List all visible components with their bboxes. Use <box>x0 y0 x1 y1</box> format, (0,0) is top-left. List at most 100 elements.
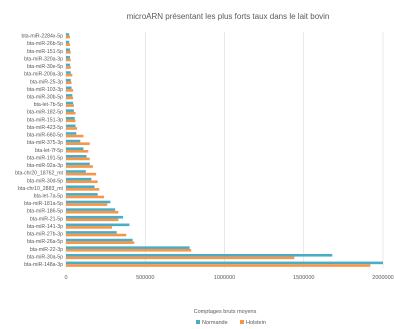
category-label-20: bta-chr10_2883_mt <box>18 186 64 192</box>
bar-holstein-26 <box>66 233 127 237</box>
bar-holstein-8 <box>66 96 74 100</box>
bar-holstein-19 <box>66 180 98 184</box>
legend-swatch-normande <box>196 320 200 324</box>
bar-normande-26 <box>66 231 117 234</box>
bar-holstein-21 <box>66 195 105 199</box>
bar-normande-9 <box>66 101 74 105</box>
category-label-18: bta-chr20_18762_mt <box>15 171 63 177</box>
bar-holstein-1 <box>66 43 70 47</box>
bar-normande-25 <box>66 223 130 227</box>
category-label-11: bta-miR-151-3p <box>27 117 63 123</box>
bar-normande-2 <box>66 48 70 52</box>
x-tick-label-4: 2000000 <box>372 275 393 281</box>
category-label-13: bta-miR-660-5p <box>27 133 63 139</box>
x-tick-label-2: 1000000 <box>214 275 235 281</box>
category-label-5: bta-miR-200a-3p <box>24 72 63 78</box>
bar-holstein-14 <box>66 142 90 145</box>
bar-normande-13 <box>66 132 77 135</box>
bar-normande-19 <box>66 177 92 181</box>
category-label-0: bta-miR-2284x-5p <box>21 34 63 40</box>
bar-holstein-20 <box>66 188 100 191</box>
bar-holstein-2 <box>66 51 71 54</box>
bar-holstein-27 <box>66 241 135 244</box>
bar-holstein-4 <box>66 66 71 69</box>
bar-normande-10 <box>66 109 74 112</box>
x-tick-labels: 0 500000 1000000 1500000 2000000 <box>64 275 393 281</box>
bars <box>66 33 383 267</box>
bar-normande-15 <box>66 147 84 150</box>
category-label-25: bta-miR-141-3p <box>27 224 63 230</box>
bar-normande-24 <box>66 215 124 219</box>
bar-normande-30 <box>66 261 383 265</box>
category-label-28: bta-miR-22-3p <box>30 247 63 253</box>
category-label-24: bta-miR-21-5p <box>30 216 63 222</box>
bar-normande-14 <box>66 139 81 143</box>
bar-normande-5 <box>66 71 71 74</box>
legend-label-normande: Normande <box>202 320 228 326</box>
bar-normande-27 <box>66 238 133 242</box>
bar-holstein-18 <box>66 172 97 176</box>
category-label-9: bta-let-7b-5p <box>34 102 64 108</box>
category-label-30: bta-miR-148a-3p <box>24 262 63 268</box>
x-tick-label-3: 1500000 <box>293 275 314 281</box>
category-label-12: bta-miR-423-5p <box>27 125 63 131</box>
bar-holstein-23 <box>66 210 119 214</box>
bar-normande-17 <box>66 162 90 166</box>
bar-normande-21 <box>66 193 98 196</box>
category-label-10: bta-miR-182-5p <box>27 110 63 116</box>
category-label-1: bta-miR-26b-5p <box>27 41 63 47</box>
bar-normande-12 <box>66 124 76 128</box>
category-label-19: bta-miR-30d-5p <box>27 178 63 184</box>
bar-holstein-28 <box>66 248 192 252</box>
bar-normande-29 <box>66 253 333 257</box>
category-label-7: bta-miR-103-3p <box>27 87 63 93</box>
bar-holstein-3 <box>66 58 71 62</box>
bar-holstein-22 <box>66 203 108 206</box>
bar-holstein-15 <box>66 150 89 153</box>
bar-normande-28 <box>66 246 190 249</box>
bar-holstein-9 <box>66 104 74 107</box>
bar-normande-16 <box>66 155 87 158</box>
category-label-16: bta-miR-191-5p <box>27 155 63 161</box>
bar-holstein-30 <box>66 264 371 267</box>
bar-normande-20 <box>66 185 95 189</box>
bar-holstein-0 <box>66 35 70 39</box>
bar-holstein-10 <box>66 111 76 115</box>
bar-holstein-24 <box>66 218 119 222</box>
bar-holstein-7 <box>66 89 74 92</box>
bar-normande-23 <box>66 208 116 211</box>
bar-holstein-12 <box>66 127 78 130</box>
category-label-21: bta-let-7a-5p <box>34 193 64 199</box>
category-label-14: bta-miR-375-3p <box>27 140 63 146</box>
legend-swatch-holstein <box>240 320 244 324</box>
bar-normande-4 <box>66 63 70 67</box>
x-axis-title: Comptages bruts moyens <box>194 309 257 315</box>
bar-normande-18 <box>66 170 86 173</box>
legend: Normande Holstein <box>196 320 266 326</box>
x-tick-label-0: 0 <box>64 275 67 281</box>
bar-holstein-29 <box>66 256 295 260</box>
bar-holstein-13 <box>66 134 84 138</box>
bar-holstein-25 <box>66 226 112 229</box>
bar-normande-1 <box>66 40 70 44</box>
bar-normande-6 <box>66 78 71 82</box>
category-label-27: bta-miR-26a-5p <box>27 239 63 245</box>
category-label-6: bta-miR-25-3p <box>30 79 63 85</box>
category-label-26: bta-miR-27b-3p <box>27 232 63 238</box>
category-label-8: bta-miR-30b-5p <box>27 95 63 101</box>
bar-normande-11 <box>66 116 75 120</box>
category-label-15: bta-let-7f-5p <box>35 148 63 154</box>
category-label-17: bta-miR-92a-3p <box>27 163 63 169</box>
bar-normande-8 <box>66 94 73 97</box>
category-label-29: bta-miR-30a-5p <box>27 254 63 260</box>
bar-holstein-6 <box>66 81 72 85</box>
bar-holstein-16 <box>66 157 90 161</box>
category-label-3: bta-miR-320a-3p <box>24 56 63 62</box>
x-tick-label-1: 500000 <box>136 275 154 281</box>
bar-normande-0 <box>66 33 70 36</box>
category-label-22: bta-miR-181a-5p <box>24 201 63 207</box>
bar-holstein-11 <box>66 119 76 123</box>
category-label-23: bta-miR-186-5p <box>27 209 63 215</box>
